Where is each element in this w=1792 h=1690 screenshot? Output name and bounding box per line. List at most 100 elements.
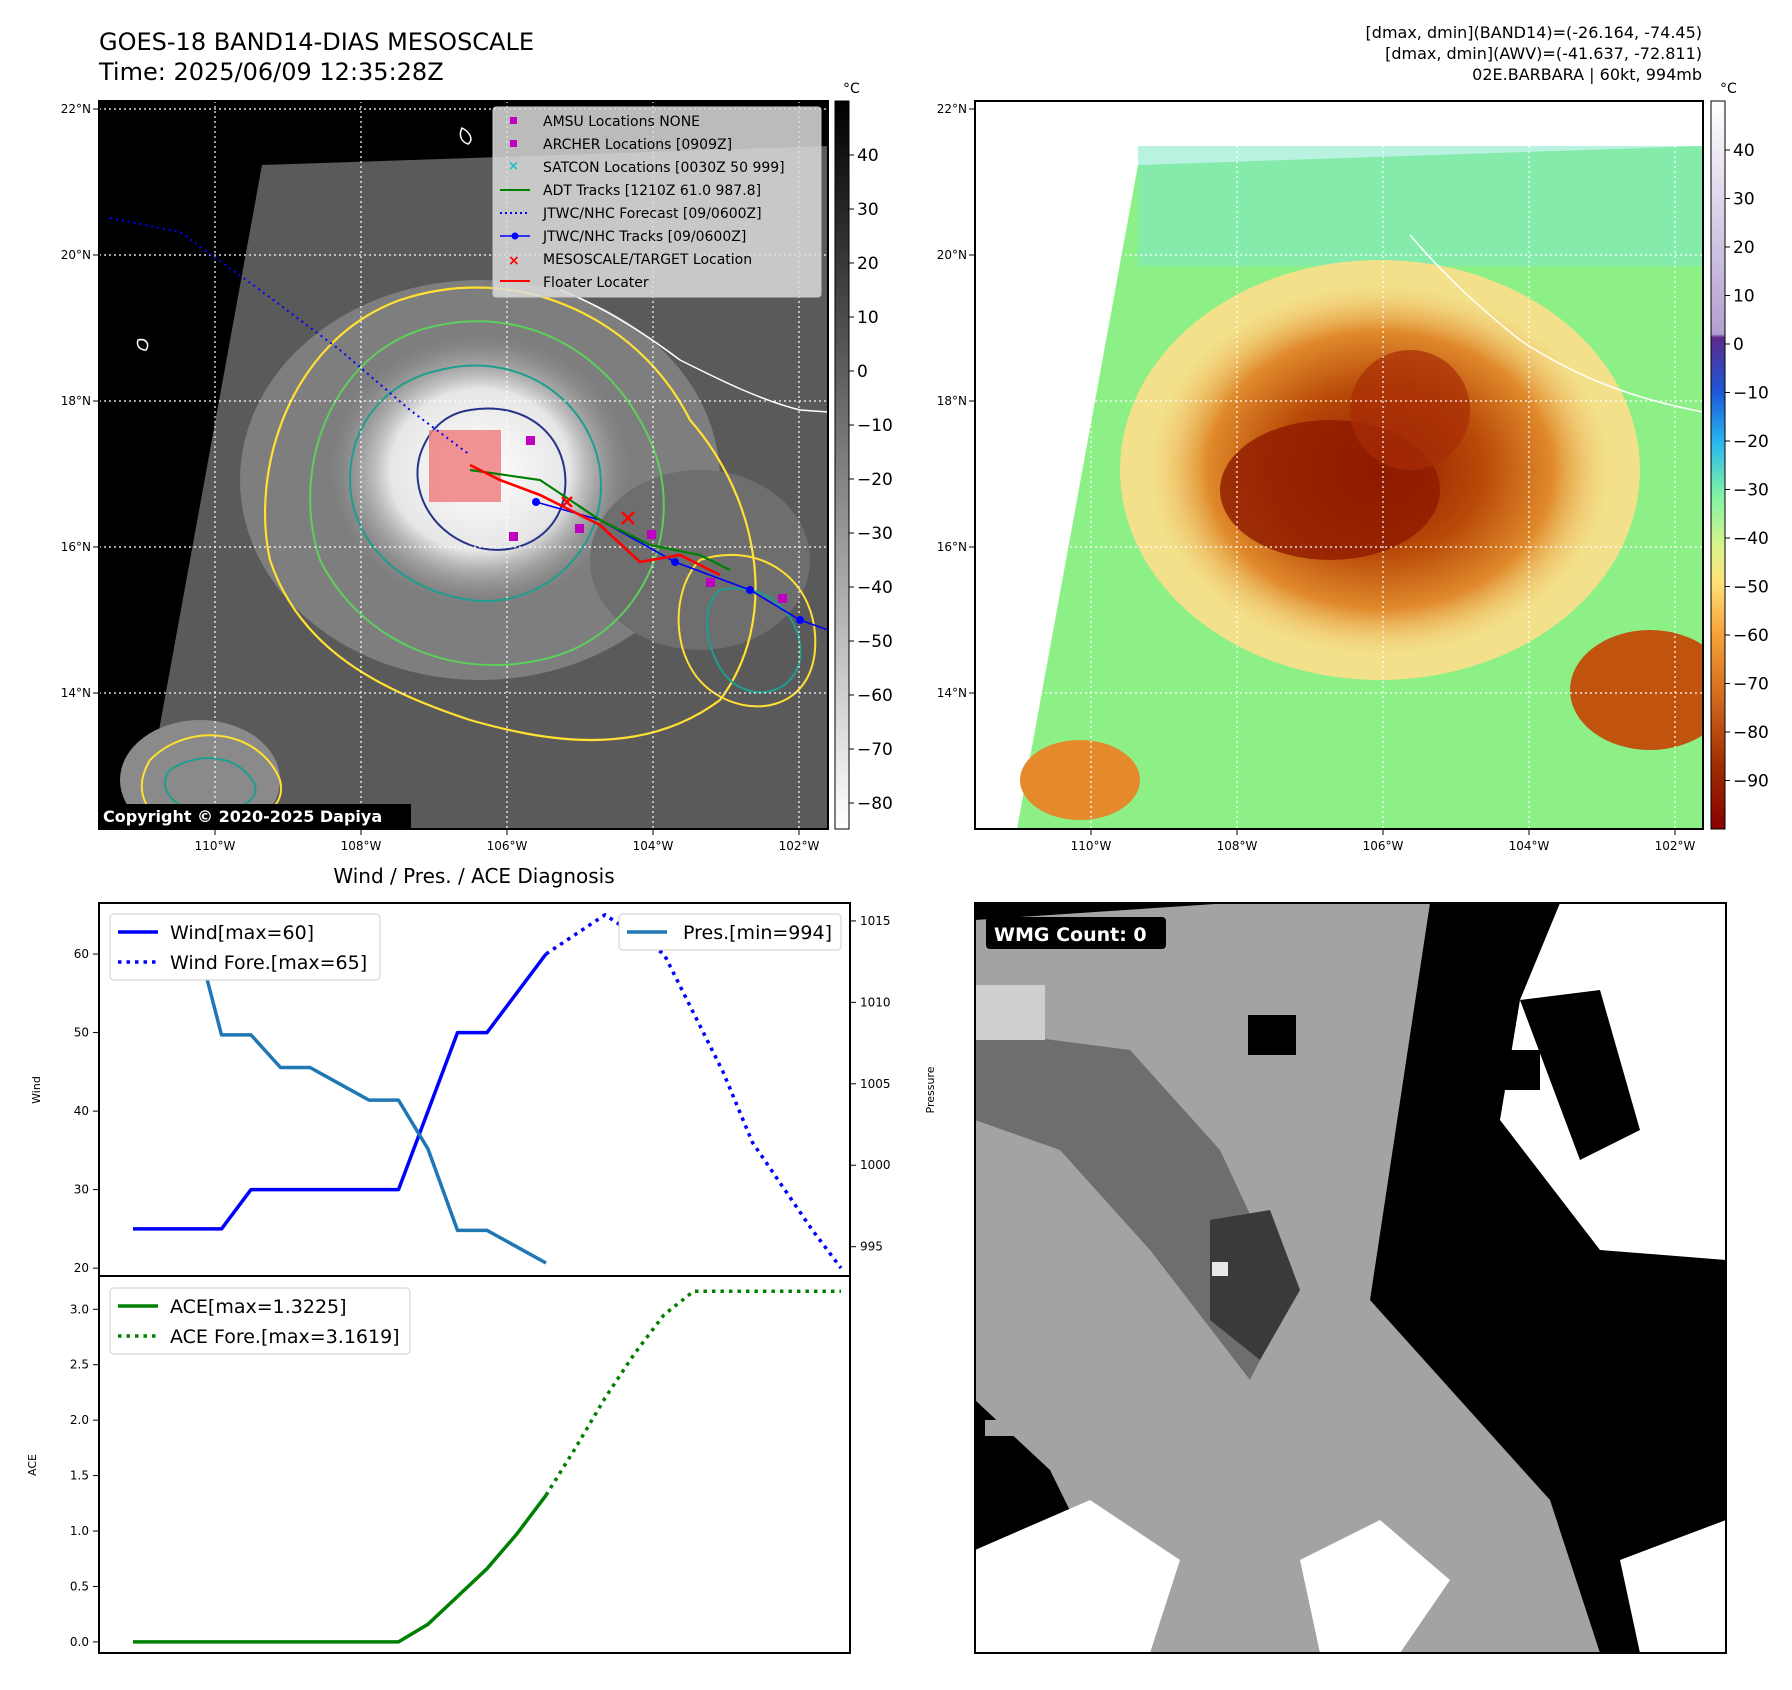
colorbar-right-tick: 20 <box>1733 238 1755 258</box>
colorbar-left-ticks: 40 30 20 10 0 −10 −20 −30 −40 −50 −60 −70 −80 <box>849 146 893 814</box>
archer-markers <box>509 436 787 603</box>
pressure-ytick: 1010 <box>860 995 891 1009</box>
wind-series-line <box>133 952 548 1231</box>
legend-satcon: SATCON Locations [0030Z 50 999] <box>543 160 785 176</box>
pressure-ytick: 1005 <box>860 1077 891 1091</box>
wind-ytick: 40 <box>74 1104 89 1118</box>
pressure-ytick: 1015 <box>860 914 891 928</box>
ace-ytick: 0.5 <box>70 1579 89 1593</box>
colorbar-right-tick: −80 <box>1733 723 1769 743</box>
legend-ace-forecast: ACE Fore.[max=3.1619] <box>170 1326 400 1348</box>
figure-time: Time: 2025/06/09 12:35:28Z <box>98 58 444 86</box>
lon-tick-left: 108°W <box>341 839 382 853</box>
lon-tick-right: 110°W <box>1071 839 1112 853</box>
lon-tick-left: 106°W <box>487 839 528 853</box>
wind-ytick: 50 <box>74 1026 89 1040</box>
awv-map-frame <box>974 100 1704 830</box>
ace-ytick: 1.0 <box>70 1524 89 1538</box>
colorbar-right-tick: −70 <box>1733 675 1769 695</box>
colorbar-left-tick: −40 <box>857 578 893 598</box>
legend-ace: ACE[max=1.3225] <box>170 1296 347 1318</box>
colorbar-right-tick: −90 <box>1733 772 1769 792</box>
info-storm: 02E.BARBARA | 60kt, 994mb <box>1472 65 1702 84</box>
colorbar-left-tick: 30 <box>857 200 879 220</box>
lat-tick-left: 22°N <box>61 102 91 116</box>
svg-text:×: × <box>508 253 520 269</box>
lat-tick-right: 22°N <box>937 102 967 116</box>
lat-tick-left: 20°N <box>61 248 91 262</box>
mesoscale-box <box>429 430 501 502</box>
contour-navy <box>416 407 567 551</box>
colorbar-right-tick: −20 <box>1733 432 1769 452</box>
contour-green <box>309 320 665 667</box>
colorbar-left-tick: −60 <box>857 686 893 706</box>
colorbar-left-tick: −10 <box>857 416 893 436</box>
ace-ytick: 0.0 <box>70 1635 89 1649</box>
colorbar-right-unit: °C <box>1720 81 1737 97</box>
colorbar-right-tick: −60 <box>1733 626 1769 646</box>
colorbar-left-tick: −30 <box>857 524 893 544</box>
awv-colorbar <box>1710 100 1726 830</box>
figure-title: GOES-18 BAND14-DIAS MESOSCALE <box>99 28 534 56</box>
contour-teal <box>348 364 602 603</box>
legend-wind-forecast: Wind Fore.[max=65] <box>170 952 367 974</box>
colorbar-right-tick: −30 <box>1733 481 1769 501</box>
ace-series-line <box>133 1494 548 1644</box>
ace-ytick: 2.0 <box>70 1413 89 1427</box>
colorbar-right-tick: 10 <box>1733 287 1755 307</box>
lat-tick-right: 18°N <box>937 394 967 408</box>
legend-target: MESOSCALE/TARGET Location <box>543 252 752 268</box>
wmg-panel <box>975 903 1726 1653</box>
lat-tick-left: 18°N <box>61 394 91 408</box>
legend-tracks: JTWC/NHC Tracks [09/0600Z] <box>542 229 746 245</box>
lon-tick-right: 104°W <box>1509 839 1550 853</box>
adt-track <box>469 468 731 571</box>
diagnosis-title: Wind / Pres. / ACE Diagnosis <box>333 864 614 888</box>
pressure-ylabel: Pressure <box>924 1066 937 1113</box>
wmg-frame <box>974 902 1727 1654</box>
colorbar-left-tick: 0 <box>857 362 868 382</box>
lon-tick-right: 108°W <box>1217 839 1258 853</box>
wind-ytick: 30 <box>74 1183 89 1197</box>
colorbar-left-tick: 10 <box>857 308 879 328</box>
colorbar-right-tick: 40 <box>1733 141 1755 161</box>
ace-ytick: 2.5 <box>70 1358 89 1372</box>
legend-pressure: Pres.[min=994] <box>683 922 832 944</box>
lon-tick-right: 102°W <box>1655 839 1696 853</box>
ace-chart: 3.0 2.5 2.0 1.5 1.0 0.5 0.0 ACE ACE[max=1.3225] A… <box>26 1275 851 1654</box>
legend-forecast: JTWC/NHC Forecast [09/0600Z] <box>542 206 762 222</box>
colorbar-right-tick: −50 <box>1733 578 1769 598</box>
colorbar-right-tick: 30 <box>1733 190 1755 210</box>
wind-ylabel: Wind <box>30 1076 43 1104</box>
wind-forecast-line <box>545 913 843 1270</box>
wmg-count-box <box>986 917 1166 949</box>
lon-tick-right: 106°W <box>1363 839 1404 853</box>
colorbar-left-tick: 20 <box>857 254 879 274</box>
lon-tick-left: 110°W <box>195 839 236 853</box>
info-band14: [dmax, dmin](BAND14)=(-26.164, -74.45) <box>1366 23 1702 42</box>
colorbar-left-tick: −70 <box>857 740 893 760</box>
colorbar-left-tick: −20 <box>857 470 893 490</box>
wind-pressure-chart: 60 50 40 30 20 1015 1010 1005 1000 995 Wind Pressur… <box>30 902 937 1277</box>
wind-ytick: 20 <box>74 1261 89 1275</box>
legend-wind: Wind[max=60] <box>170 922 314 944</box>
pressure-ytick: 1000 <box>860 1158 891 1172</box>
colorbar-left-unit: °C <box>843 81 860 97</box>
map-axis-ticks: 22°N 22°N 20°N 20°N 18°N 18°N 16°N 16°N 14°N 14°N… <box>61 102 1696 853</box>
ace-ytick: 1.5 <box>70 1469 89 1483</box>
ace-ylabel: ACE <box>26 1454 39 1476</box>
ace-forecast-line <box>544 1289 841 1497</box>
map-legend: × × AMSU Locations NONE ARCHER Locations… <box>492 106 822 298</box>
colorbar-right-ticks: 40 30 20 10 0 −10 −20 −30 −40 −50 −60 −70 −80 −90 <box>1725 141 1769 792</box>
best-track <box>535 501 828 631</box>
lat-tick-right: 14°N <box>937 686 967 700</box>
info-awv: [dmax, dmin](AWV)=(-41.637, -72.811) <box>1385 44 1702 63</box>
wind-ytick: 60 <box>74 947 89 961</box>
legend-floater: Floater Locater <box>543 275 649 291</box>
lon-tick-left: 102°W <box>779 839 820 853</box>
wmg-count-label: WMG Count: 0 <box>994 924 1147 946</box>
colorbar-left-tick: 40 <box>857 146 879 166</box>
lat-tick-left: 16°N <box>61 540 91 554</box>
band14-map-frame <box>98 100 829 830</box>
